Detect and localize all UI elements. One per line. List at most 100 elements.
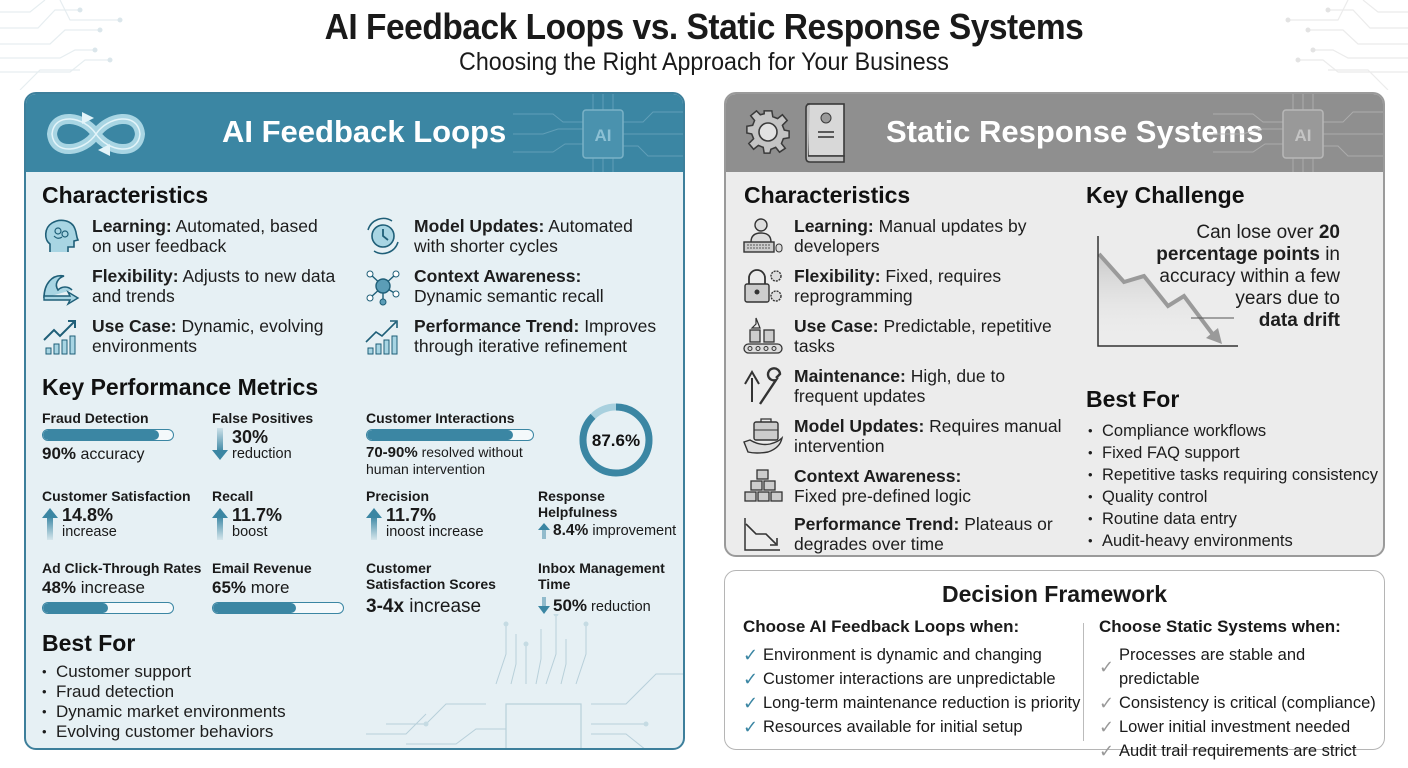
svg-text:AI: AI [1295,126,1312,145]
decline-chart-icon [744,518,780,551]
checkmark-icon: ✓ [1099,693,1115,713]
ai-panel-header: AI Feedback Loops AI [26,94,683,172]
choose-ai-column: Choose AI Feedback Loops when: ✓ Environm… [743,617,1080,739]
metric-customer-interactions: Customer Interactions 70-90% resolved wi… [366,410,546,477]
ai-characteristics-heading: Characteristics [42,182,209,208]
column-divider [1083,623,1084,741]
customer-interactions-progress-bar [366,429,534,441]
circuit-board-decoration-icon [366,614,683,748]
arrow-wrench-icon [744,367,782,405]
infinity-loop-arrows-icon [46,112,146,156]
static-characteristics-heading: Characteristics [744,182,911,208]
email-revenue-progress-bar [212,602,344,614]
ai-chip-icon: AI [1213,94,1383,172]
circuit-decoration-icon [0,0,123,90]
checkmark-icon: ✓ [743,669,759,689]
checkmark-icon: ✓ [1099,657,1115,677]
list-item: • Evolving customer behaviors [42,722,274,741]
static-char-context-awareness: Context Awareness: Fixed pre-defined log… [742,466,1072,506]
metric-recall: Recall 11.7% boost [212,488,283,540]
arrow-down-icon [212,428,228,460]
accuracy-decline-chart [1097,236,1238,347]
list-item: ✓ Long-term maintenance reduction is prio… [743,693,1081,713]
page-title: AI Feedback Loops vs. Static Response Sy… [324,6,1084,47]
arrow-up-icon [212,508,228,540]
list-item: ✓ Processes are stable and predictable [1099,646,1306,688]
static-char-learning: Learning: Manual updates by developers [742,216,1072,256]
checkmark-icon: ✓ [743,645,759,665]
ai-chip-icon: AI [513,94,683,172]
ai-best-for-list: • Customer support • Fraud detection • Dyna… [42,662,286,742]
ai-metrics-heading: Key Performance Metrics [42,374,319,400]
svg-text:87.6%: 87.6% [592,431,640,450]
arrow-up-icon [42,508,58,540]
arrow-up-icon [538,523,550,539]
static-char-model-updates: Model Updates: Requires manual intervent… [742,416,1072,456]
choose-static-heading: Choose Static Systems when: [1099,617,1341,636]
checkmark-icon: ✓ [1099,717,1115,737]
list-item: • Audit-heavy environments [1088,532,1293,550]
arrow-down-icon [538,597,550,614]
ai-panel-title: AI Feedback Loops [222,114,507,149]
list-item: ✓ Lower initial investment needed [1099,717,1351,737]
list-item: ✓ Consistency is critical (compliance) [1099,693,1376,713]
checkmark-icon: ✓ [743,693,759,713]
choose-static-column: Choose Static Systems when: ✓ Processes a… [1099,617,1384,763]
growth-chart-icon [43,320,76,355]
metric-ad-click-through-rates: Ad Click-Through Rates 48% increase [42,560,201,614]
metric-response-helpfulness: Response Helpfulness 8.4% improvement [538,488,677,539]
static-best-for-list: • Compliance workflows • Fixed FAQ support… [1088,420,1378,552]
ai-char-flexibility: Flexibility: Adjusts to new data and tre… [40,266,340,306]
metric-customer-satisfaction-scores: Customer Satisfaction Scores 3-4x increa… [366,560,496,617]
ai-best-for-heading: Best For [42,630,136,656]
list-item: ✓ Environment is dynamic and changing [743,645,1042,665]
metric-inbox-management-time: Inbox Management Time 50% reduction [538,560,665,615]
static-panel-title: Static Response Systems [886,114,1264,149]
list-item: • Dynamic market environments [42,702,286,721]
ai-char-use-case: Use Case: Dynamic, evolving environments [40,316,340,356]
wave-arrow-icon [43,274,80,306]
metric-precision: Precision 11.7% inoost increase [366,488,484,540]
list-item: • Routine data entry [1088,510,1237,528]
key-challenge-text: Can lose over 20 percentage points in ac… [1156,222,1340,331]
accuracy-donut-chart: 87.6% [579,403,653,477]
page-subtitle: Choosing the Right Approach for Your Bus… [459,48,949,76]
ai-char-learning: Learning: Automated, based on user feedb… [40,216,340,256]
arrow-up-icon [366,508,382,540]
list-item: • Fraud detection [42,682,175,701]
key-challenge-heading: Key Challenge [1086,182,1245,208]
ad-ctr-progress-bar [42,602,174,614]
manual-book-icon [805,103,845,163]
list-item: • Fixed FAQ support [1088,444,1240,462]
conveyor-belt-icon [743,317,783,354]
clock-refresh-icon [367,217,399,255]
list-item: • Compliance workflows [1088,422,1267,440]
metric-fraud-detection: Fraud Detection 90% accuracy [42,410,174,464]
ai-char-performance-trend: Performance Trend: Improves through iter… [362,316,662,356]
static-best-for-heading: Best For [1086,386,1180,412]
choose-ai-heading: Choose AI Feedback Loops when: [743,617,1020,636]
list-item: • Quality control [1088,488,1208,506]
static-char-performance-trend: Performance Trend: Plateaus or degrades … [742,514,1072,554]
list-item: ✓ Resources available for initial setup [743,717,1023,737]
fraud-detection-progress-bar [42,429,174,441]
circuit-decoration-icon [1285,0,1408,90]
checkmark-icon: ✓ [743,717,759,737]
static-response-systems-panel: Static Response Systems AI Characteristi… [724,92,1385,557]
list-item: ✓ Customer interactions are unpredictable [743,669,1056,689]
brain-head-icon [44,219,80,252]
metric-false-positives: False Positives 30% reduction [212,410,314,462]
list-item: • Repetitive tasks requiring consistency [1088,466,1379,484]
static-char-maintenance: Maintenance: High, due to frequent updat… [742,366,1072,406]
metric-customer-satisfaction: Customer Satisfaction 14.8% increase [42,488,191,540]
hand-toolbox-icon [743,418,784,454]
gear-icon [746,109,790,154]
metric-email-revenue: Email Revenue 65% more [212,560,344,614]
ai-char-model-updates: Model Updates: Automated with shorter cy… [362,216,662,256]
decision-framework-title: Decision Framework [942,581,1167,607]
developer-keyboard-icon [743,218,783,253]
lock-gears-icon [744,269,782,303]
ai-char-context-awareness: Context Awareness: Dynamic semantic reca… [362,266,662,306]
svg-text:AI: AI [595,126,612,145]
trend-up-chart-icon [365,320,398,355]
